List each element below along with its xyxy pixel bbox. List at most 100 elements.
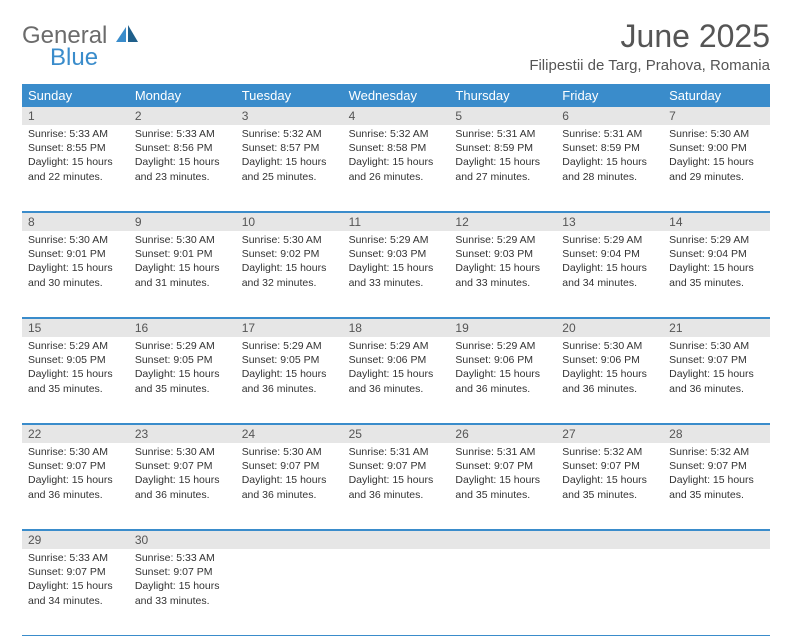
day-info: Sunrise: 5:30 AMSunset: 9:02 PMDaylight:… bbox=[242, 233, 337, 290]
day-number: 19 bbox=[449, 319, 556, 337]
day-number: 27 bbox=[556, 425, 663, 443]
day-info: Sunrise: 5:33 AMSunset: 9:07 PMDaylight:… bbox=[28, 551, 123, 608]
day-info: Sunrise: 5:29 AMSunset: 9:03 PMDaylight:… bbox=[349, 233, 444, 290]
day-number: 7 bbox=[663, 107, 770, 125]
day-cell: Sunrise: 5:29 AMSunset: 9:04 PMDaylight:… bbox=[556, 231, 663, 317]
day-info: Sunrise: 5:31 AMSunset: 9:07 PMDaylight:… bbox=[349, 445, 444, 502]
day-number: 13 bbox=[556, 213, 663, 231]
day-info: Sunrise: 5:33 AMSunset: 8:55 PMDaylight:… bbox=[28, 127, 123, 184]
day-cell: Sunrise: 5:29 AMSunset: 9:05 PMDaylight:… bbox=[236, 337, 343, 423]
day-cell: Sunrise: 5:29 AMSunset: 9:03 PMDaylight:… bbox=[343, 231, 450, 317]
weekday-label: Thursday bbox=[449, 84, 556, 107]
weekday-label: Monday bbox=[129, 84, 236, 107]
day-info: Sunrise: 5:32 AMSunset: 9:07 PMDaylight:… bbox=[562, 445, 657, 502]
day-info: Sunrise: 5:30 AMSunset: 9:07 PMDaylight:… bbox=[28, 445, 123, 502]
day-number bbox=[663, 531, 770, 549]
day-number bbox=[236, 531, 343, 549]
day-cell: Sunrise: 5:29 AMSunset: 9:06 PMDaylight:… bbox=[343, 337, 450, 423]
title-block: June 2025 Filipestii de Targ, Prahova, R… bbox=[529, 18, 770, 74]
day-number: 15 bbox=[22, 319, 129, 337]
day-number: 5 bbox=[449, 107, 556, 125]
day-number: 20 bbox=[556, 319, 663, 337]
day-number bbox=[556, 531, 663, 549]
day-number bbox=[449, 531, 556, 549]
day-cell: Sunrise: 5:32 AMSunset: 8:57 PMDaylight:… bbox=[236, 125, 343, 211]
day-number: 6 bbox=[556, 107, 663, 125]
day-info: Sunrise: 5:30 AMSunset: 9:07 PMDaylight:… bbox=[669, 339, 764, 396]
day-number: 9 bbox=[129, 213, 236, 231]
day-cell: Sunrise: 5:33 AMSunset: 8:55 PMDaylight:… bbox=[22, 125, 129, 211]
logo: General Blue bbox=[22, 24, 138, 70]
day-info: Sunrise: 5:29 AMSunset: 9:03 PMDaylight:… bbox=[455, 233, 550, 290]
day-number: 21 bbox=[663, 319, 770, 337]
page-title: June 2025 bbox=[529, 18, 770, 55]
day-info: Sunrise: 5:30 AMSunset: 9:06 PMDaylight:… bbox=[562, 339, 657, 396]
day-info: Sunrise: 5:32 AMSunset: 9:07 PMDaylight:… bbox=[669, 445, 764, 502]
day-cell: Sunrise: 5:29 AMSunset: 9:05 PMDaylight:… bbox=[129, 337, 236, 423]
day-number: 23 bbox=[129, 425, 236, 443]
day-number: 29 bbox=[22, 531, 129, 549]
day-info: Sunrise: 5:31 AMSunset: 9:07 PMDaylight:… bbox=[455, 445, 550, 502]
day-cell: Sunrise: 5:29 AMSunset: 9:03 PMDaylight:… bbox=[449, 231, 556, 317]
weekday-label: Wednesday bbox=[343, 84, 450, 107]
day-cell: Sunrise: 5:30 AMSunset: 9:07 PMDaylight:… bbox=[663, 337, 770, 423]
day-info: Sunrise: 5:29 AMSunset: 9:05 PMDaylight:… bbox=[28, 339, 123, 396]
day-cell: Sunrise: 5:30 AMSunset: 9:07 PMDaylight:… bbox=[236, 443, 343, 529]
day-cell: Sunrise: 5:30 AMSunset: 9:00 PMDaylight:… bbox=[663, 125, 770, 211]
day-cell: Sunrise: 5:33 AMSunset: 9:07 PMDaylight:… bbox=[129, 549, 236, 635]
day-number: 26 bbox=[449, 425, 556, 443]
day-number: 16 bbox=[129, 319, 236, 337]
week-row: Sunrise: 5:33 AMSunset: 9:07 PMDaylight:… bbox=[22, 549, 770, 636]
day-number: 4 bbox=[343, 107, 450, 125]
day-cell: Sunrise: 5:29 AMSunset: 9:04 PMDaylight:… bbox=[663, 231, 770, 317]
day-info: Sunrise: 5:29 AMSunset: 9:06 PMDaylight:… bbox=[455, 339, 550, 396]
day-cell: Sunrise: 5:33 AMSunset: 8:56 PMDaylight:… bbox=[129, 125, 236, 211]
day-number: 11 bbox=[343, 213, 450, 231]
day-cell: Sunrise: 5:30 AMSunset: 9:07 PMDaylight:… bbox=[22, 443, 129, 529]
day-number: 25 bbox=[343, 425, 450, 443]
day-info: Sunrise: 5:31 AMSunset: 8:59 PMDaylight:… bbox=[562, 127, 657, 184]
week-row: Sunrise: 5:29 AMSunset: 9:05 PMDaylight:… bbox=[22, 337, 770, 424]
page: General Blue June 2025 Filipestii de Tar… bbox=[0, 0, 792, 612]
day-cell: Sunrise: 5:32 AMSunset: 9:07 PMDaylight:… bbox=[663, 443, 770, 529]
day-number: 8 bbox=[22, 213, 129, 231]
day-cell: Sunrise: 5:30 AMSunset: 9:07 PMDaylight:… bbox=[129, 443, 236, 529]
day-info: Sunrise: 5:29 AMSunset: 9:06 PMDaylight:… bbox=[349, 339, 444, 396]
day-cell bbox=[236, 549, 343, 635]
day-info: Sunrise: 5:29 AMSunset: 9:04 PMDaylight:… bbox=[562, 233, 657, 290]
day-cell: Sunrise: 5:31 AMSunset: 9:07 PMDaylight:… bbox=[449, 443, 556, 529]
day-cell: Sunrise: 5:30 AMSunset: 9:02 PMDaylight:… bbox=[236, 231, 343, 317]
weekday-header: Sunday Monday Tuesday Wednesday Thursday… bbox=[22, 84, 770, 107]
day-number: 28 bbox=[663, 425, 770, 443]
day-cell: Sunrise: 5:30 AMSunset: 9:01 PMDaylight:… bbox=[22, 231, 129, 317]
day-number: 17 bbox=[236, 319, 343, 337]
day-cell bbox=[449, 549, 556, 635]
day-info: Sunrise: 5:30 AMSunset: 9:00 PMDaylight:… bbox=[669, 127, 764, 184]
day-info: Sunrise: 5:29 AMSunset: 9:04 PMDaylight:… bbox=[669, 233, 764, 290]
calendar: Sunday Monday Tuesday Wednesday Thursday… bbox=[22, 84, 770, 636]
day-number-row: 15161718192021 bbox=[22, 318, 770, 337]
day-cell: Sunrise: 5:31 AMSunset: 9:07 PMDaylight:… bbox=[343, 443, 450, 529]
day-cell bbox=[556, 549, 663, 635]
day-info: Sunrise: 5:32 AMSunset: 8:57 PMDaylight:… bbox=[242, 127, 337, 184]
header: General Blue June 2025 Filipestii de Tar… bbox=[22, 18, 770, 74]
week-row: Sunrise: 5:30 AMSunset: 9:07 PMDaylight:… bbox=[22, 443, 770, 530]
day-cell: Sunrise: 5:32 AMSunset: 8:58 PMDaylight:… bbox=[343, 125, 450, 211]
day-number: 22 bbox=[22, 425, 129, 443]
day-info: Sunrise: 5:30 AMSunset: 9:07 PMDaylight:… bbox=[135, 445, 230, 502]
day-number: 30 bbox=[129, 531, 236, 549]
day-cell: Sunrise: 5:29 AMSunset: 9:05 PMDaylight:… bbox=[22, 337, 129, 423]
day-cell bbox=[663, 549, 770, 635]
day-number: 1 bbox=[22, 107, 129, 125]
logo-text-block: General Blue bbox=[22, 24, 138, 70]
day-number: 18 bbox=[343, 319, 450, 337]
day-info: Sunrise: 5:30 AMSunset: 9:01 PMDaylight:… bbox=[28, 233, 123, 290]
weekday-label: Friday bbox=[556, 84, 663, 107]
day-cell: Sunrise: 5:31 AMSunset: 8:59 PMDaylight:… bbox=[449, 125, 556, 211]
day-cell: Sunrise: 5:32 AMSunset: 9:07 PMDaylight:… bbox=[556, 443, 663, 529]
day-cell: Sunrise: 5:30 AMSunset: 9:06 PMDaylight:… bbox=[556, 337, 663, 423]
day-number: 24 bbox=[236, 425, 343, 443]
day-cell: Sunrise: 5:29 AMSunset: 9:06 PMDaylight:… bbox=[449, 337, 556, 423]
day-number: 12 bbox=[449, 213, 556, 231]
day-cell: Sunrise: 5:30 AMSunset: 9:01 PMDaylight:… bbox=[129, 231, 236, 317]
